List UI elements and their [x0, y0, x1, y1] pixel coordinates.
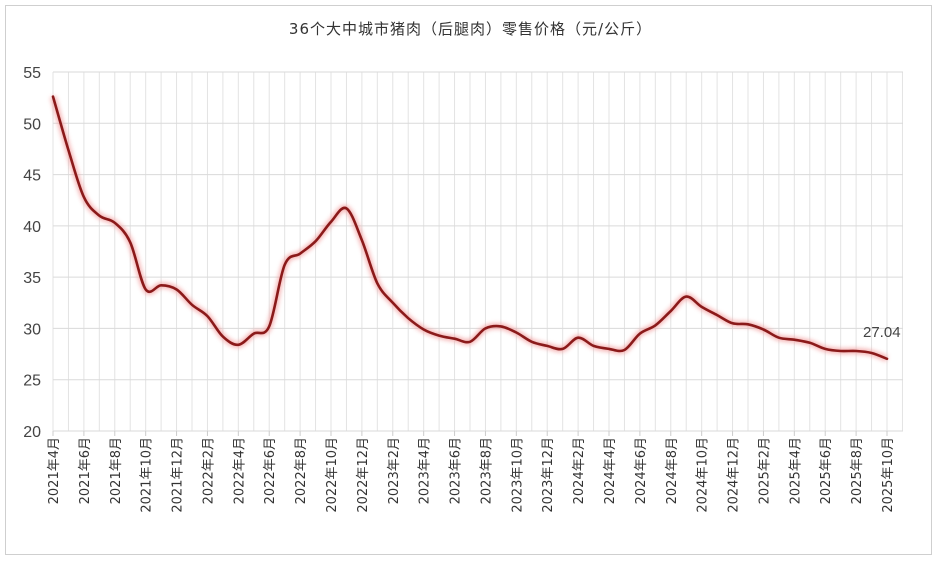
x-tick-label: 2022年10月 — [325, 437, 340, 513]
y-tick-label: 20 — [23, 424, 41, 441]
x-tick-label: 2021年4月 — [47, 437, 62, 504]
y-tick-label: 40 — [23, 219, 41, 236]
y-tick-label: 45 — [23, 168, 41, 185]
x-tick-label: 2024年8月 — [665, 437, 680, 504]
last-value-label: 27.04 — [863, 324, 901, 341]
x-tick-label: 2025年6月 — [819, 437, 834, 504]
x-tick-label: 2024年4月 — [603, 437, 618, 504]
x-tick-label: 2022年4月 — [232, 437, 247, 504]
y-tick-label: 30 — [23, 321, 41, 338]
price-series-line — [50, 95, 889, 362]
chart-title: 36个大中城市猪肉（后腿肉）零售价格（元/公斤） — [288, 20, 653, 38]
y-tick-label: 25 — [23, 373, 41, 390]
y-tick-label: 50 — [23, 116, 41, 133]
x-tick-label: 2021年6月 — [78, 437, 93, 504]
y-tick-label: 55 — [23, 65, 41, 82]
x-axis: 2021年4月 2021年6月 2021年8月 2021年10月 2021年12月 202… — [47, 431, 896, 513]
x-tick-label: 2023年12月 — [541, 437, 556, 513]
x-tick-label: 2022年6月 — [263, 437, 278, 504]
series-line — [51, 95, 889, 361]
x-tick-label: 2025年8月 — [850, 437, 865, 504]
chart-frame — [5, 5, 932, 555]
x-tick-label: 2023年8月 — [479, 437, 494, 504]
x-tick-label: 2023年10月 — [510, 437, 525, 513]
x-tick-label: 2024年2月 — [572, 437, 587, 504]
x-tick-label: 2022年8月 — [294, 437, 309, 504]
x-tick-label: 2023年6月 — [449, 437, 464, 504]
y-axis: 20 25 30 35 40 45 50 55 — [23, 65, 41, 441]
x-tick-label: 2021年8月 — [109, 437, 124, 504]
x-tick-label: 2024年10月 — [696, 437, 711, 513]
gridlines — [52, 71, 903, 432]
x-tick-label: 2021年12月 — [171, 437, 186, 513]
x-tick-label: 2025年10月 — [881, 437, 896, 513]
x-tick-label: 2024年12月 — [727, 437, 742, 513]
x-tick-label: 2021年10月 — [140, 437, 155, 513]
x-tick-label: 2025年2月 — [757, 437, 772, 504]
x-tick-label: 2024年6月 — [634, 437, 649, 504]
x-tick-label: 2025年4月 — [788, 437, 803, 504]
y-tick-label: 35 — [23, 270, 41, 287]
annotation-text: 27.04 — [863, 324, 901, 341]
x-tick-label: 2022年2月 — [201, 437, 216, 504]
x-tick-label: 2023年4月 — [418, 437, 433, 504]
x-tick-label: 2022年12月 — [356, 437, 371, 513]
x-tick-label: 2023年2月 — [387, 437, 402, 504]
